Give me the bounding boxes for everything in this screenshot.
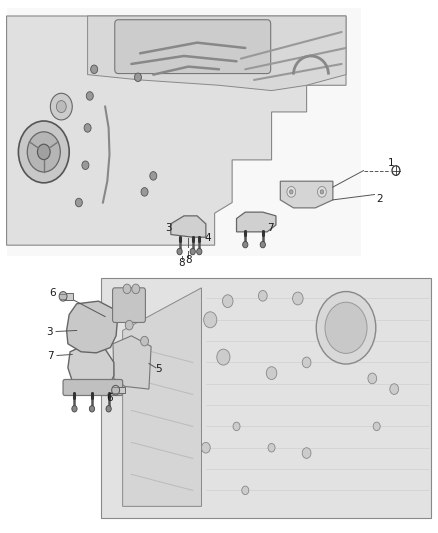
Circle shape bbox=[268, 443, 275, 452]
Circle shape bbox=[390, 384, 399, 394]
Text: 3: 3 bbox=[165, 223, 172, 233]
Circle shape bbox=[134, 73, 141, 82]
Circle shape bbox=[125, 320, 133, 330]
Circle shape bbox=[59, 292, 67, 301]
Circle shape bbox=[106, 406, 111, 412]
Polygon shape bbox=[280, 181, 333, 208]
Circle shape bbox=[316, 292, 376, 364]
Circle shape bbox=[368, 373, 377, 384]
Text: 6: 6 bbox=[106, 393, 113, 403]
Circle shape bbox=[318, 187, 326, 197]
Circle shape bbox=[260, 241, 265, 248]
Circle shape bbox=[204, 312, 217, 328]
Circle shape bbox=[123, 284, 131, 294]
Text: 5: 5 bbox=[155, 364, 162, 374]
FancyBboxPatch shape bbox=[113, 288, 145, 322]
Circle shape bbox=[325, 302, 367, 353]
Polygon shape bbox=[67, 301, 117, 353]
Circle shape bbox=[89, 406, 95, 412]
Circle shape bbox=[287, 187, 296, 197]
Text: 4: 4 bbox=[205, 233, 212, 243]
Circle shape bbox=[266, 367, 277, 379]
Circle shape bbox=[242, 486, 249, 495]
Polygon shape bbox=[237, 212, 276, 232]
Circle shape bbox=[132, 284, 140, 294]
Circle shape bbox=[50, 93, 72, 120]
Text: 8: 8 bbox=[185, 255, 192, 265]
Polygon shape bbox=[171, 216, 206, 237]
Text: 2: 2 bbox=[376, 194, 383, 204]
Bar bbox=[116, 387, 125, 393]
Circle shape bbox=[302, 357, 311, 368]
Circle shape bbox=[82, 161, 89, 169]
Circle shape bbox=[293, 292, 303, 305]
Circle shape bbox=[84, 124, 91, 132]
Polygon shape bbox=[88, 16, 346, 91]
Circle shape bbox=[290, 190, 293, 194]
Circle shape bbox=[177, 248, 182, 255]
FancyBboxPatch shape bbox=[63, 379, 123, 395]
Circle shape bbox=[141, 336, 148, 346]
Circle shape bbox=[86, 92, 93, 100]
Text: 3: 3 bbox=[46, 327, 53, 336]
Circle shape bbox=[223, 295, 233, 308]
Circle shape bbox=[72, 406, 77, 412]
Circle shape bbox=[197, 248, 202, 255]
Circle shape bbox=[57, 101, 66, 112]
Circle shape bbox=[75, 198, 82, 207]
FancyBboxPatch shape bbox=[115, 20, 271, 74]
Circle shape bbox=[201, 442, 210, 453]
Text: 7: 7 bbox=[267, 223, 274, 233]
Circle shape bbox=[18, 121, 69, 183]
Text: 8: 8 bbox=[178, 258, 185, 268]
Text: 1: 1 bbox=[388, 158, 395, 167]
Circle shape bbox=[27, 132, 60, 172]
FancyBboxPatch shape bbox=[101, 278, 431, 518]
Polygon shape bbox=[7, 16, 346, 245]
Bar bbox=[63, 293, 73, 300]
Text: 6: 6 bbox=[49, 288, 56, 298]
Circle shape bbox=[112, 385, 120, 395]
Circle shape bbox=[320, 190, 324, 194]
Circle shape bbox=[38, 144, 50, 160]
Circle shape bbox=[233, 422, 240, 431]
Circle shape bbox=[373, 422, 380, 431]
Circle shape bbox=[258, 290, 267, 301]
Polygon shape bbox=[113, 336, 151, 389]
Circle shape bbox=[141, 188, 148, 196]
FancyBboxPatch shape bbox=[7, 8, 361, 256]
Circle shape bbox=[91, 65, 98, 74]
Polygon shape bbox=[68, 344, 114, 386]
Text: 7: 7 bbox=[47, 351, 54, 360]
Circle shape bbox=[150, 172, 157, 180]
Circle shape bbox=[190, 248, 195, 255]
Circle shape bbox=[217, 349, 230, 365]
Circle shape bbox=[302, 448, 311, 458]
Circle shape bbox=[243, 241, 248, 248]
Polygon shape bbox=[123, 288, 201, 506]
